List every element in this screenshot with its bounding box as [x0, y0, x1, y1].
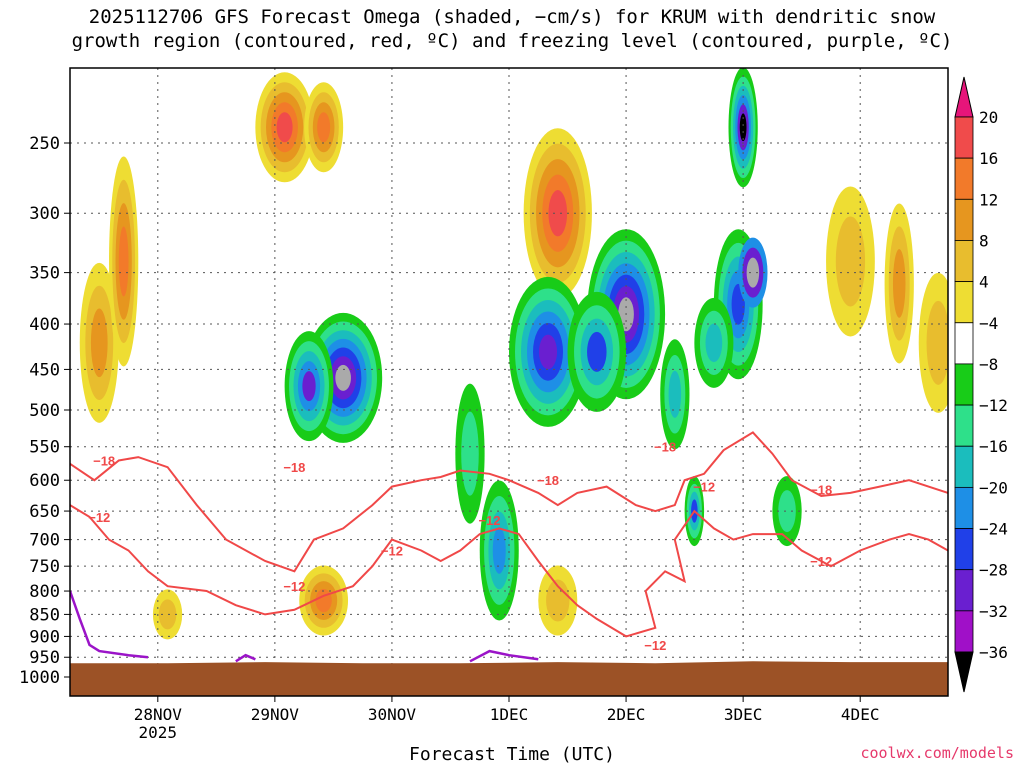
chart-title-line1: 2025112706 GFS Forecast Omega (shaded, −… — [88, 6, 936, 28]
omega-shade-4-6 — [335, 364, 351, 391]
colorbar-band — [954, 198, 974, 241]
y-tick-label: 800 — [29, 582, 60, 602]
colorbar-bottom-arrow — [954, 651, 974, 693]
contour-label: −18 — [283, 460, 305, 475]
omega-shade-20-1 — [546, 579, 570, 622]
credit-annotation: coolwx.com/models — [860, 744, 1014, 762]
omega-shade-9-3 — [587, 331, 607, 372]
omega-shade-5-4 — [302, 371, 316, 402]
contour-label: −12 — [88, 510, 110, 525]
omega-shade-21-1 — [158, 599, 177, 630]
colorbar-band — [954, 486, 974, 529]
omega-shade-2-4 — [276, 112, 293, 143]
colorbar-band — [954, 157, 974, 200]
x-tick-label: 29NOV — [251, 705, 300, 724]
y-tick-label: 750 — [29, 557, 60, 577]
colorbar-band — [954, 445, 974, 488]
x-tick-label: 3DEC — [724, 705, 763, 724]
omega-shade-14-1 — [835, 216, 866, 307]
omega-shade-1-3 — [118, 226, 129, 297]
contour-label: −12 — [644, 638, 666, 653]
y-tick-label: 950 — [29, 648, 60, 668]
omega-shade-6-4 — [548, 190, 568, 237]
omega-shade-22-2 — [668, 370, 682, 418]
colorbar-band — [954, 363, 974, 406]
colorbar-band — [954, 610, 974, 653]
omega-shade-18-1 — [461, 411, 479, 496]
y-tick-label: 300 — [29, 204, 60, 224]
contour-label: −12 — [478, 513, 500, 528]
omega-shade-15-2 — [892, 249, 906, 318]
y-tick-label: 850 — [29, 605, 60, 625]
y-tick-label: 550 — [29, 438, 60, 458]
colorbar-label: −4 — [979, 314, 998, 333]
contour-label: −18 — [810, 483, 832, 498]
colorbar-band — [954, 240, 974, 283]
colorbar-band — [954, 116, 974, 159]
x-tick-label: 28NOV — [134, 705, 183, 724]
y-tick-label: 350 — [29, 264, 60, 284]
colorbar-label: 12 — [979, 190, 998, 209]
colorbar-label: 8 — [979, 231, 989, 250]
contour-label: −12 — [283, 579, 305, 594]
y-tick-label: 450 — [29, 360, 60, 380]
contour-minus18 — [70, 431, 948, 573]
colorbar-label: −8 — [979, 355, 998, 374]
colorbar-label: −24 — [979, 520, 1008, 539]
x-tick-label: 1DEC — [490, 705, 529, 724]
y-tick-label: 600 — [29, 471, 60, 491]
y-tick-label: 250 — [29, 134, 60, 154]
colorbar-band — [954, 322, 974, 365]
x-axis-label: Forecast Time (UTC) — [409, 744, 615, 765]
freezing-level-mid — [235, 653, 256, 663]
colorbar-label: −32 — [979, 602, 1008, 621]
contour-label: −12 — [693, 480, 715, 495]
contour-label: −18 — [654, 440, 676, 455]
colorbar-label: −20 — [979, 478, 1008, 497]
x-tick-label: 2DEC — [607, 705, 646, 724]
colorbar-band — [954, 281, 974, 324]
colorbar-label: −16 — [979, 437, 1008, 456]
omega-shade-0-2 — [90, 308, 108, 378]
colorbar-label: 20 — [979, 108, 998, 127]
colorbar-label: −36 — [979, 643, 1008, 662]
terrain-surface — [70, 661, 948, 696]
contour-label: −18 — [93, 453, 115, 468]
x-tick-label: 30NOV — [368, 705, 417, 724]
contour-minus12 — [70, 504, 948, 638]
freezing-level-left — [70, 590, 149, 659]
colorbar-top-arrow — [954, 76, 974, 118]
y-tick-label: 700 — [29, 531, 60, 551]
colorbar-label: 16 — [979, 149, 998, 168]
y-tick-label: 900 — [29, 627, 60, 647]
x-tick-sublabel: 2025 — [139, 723, 178, 742]
contour-label: −18 — [537, 473, 559, 488]
omega-shade-13-2 — [746, 257, 760, 288]
freezing-level-right — [469, 649, 539, 663]
contour-label: −12 — [810, 554, 832, 569]
colorbar-band — [954, 528, 974, 571]
chart-title-line2: growth region (contoured, red, ºC) and f… — [71, 30, 953, 52]
contour-label: −12 — [381, 543, 403, 558]
colorbar-band — [954, 404, 974, 447]
x-tick-label: 4DEC — [841, 705, 880, 724]
colorbar-label: 4 — [979, 273, 989, 292]
omega-shade-16-1 — [926, 300, 948, 385]
y-tick-label: 400 — [29, 315, 60, 335]
omega-shade-17-3 — [492, 527, 506, 574]
colorbar-label: −12 — [979, 396, 1008, 415]
omega-shade-7-5 — [539, 334, 558, 370]
omega-shade-23-1 — [778, 490, 796, 533]
omega-shade-3-3 — [317, 112, 331, 143]
colorbar-band — [954, 569, 974, 612]
omega-shade-10-5 — [739, 113, 747, 142]
y-tick-label: 500 — [29, 401, 60, 421]
y-tick-label: 1000 — [19, 668, 60, 688]
omega-shade-19-3 — [315, 588, 332, 613]
colorbar-label: −28 — [979, 561, 1008, 580]
omega-shade-12-2 — [705, 323, 723, 363]
y-tick-label: 650 — [29, 502, 60, 522]
